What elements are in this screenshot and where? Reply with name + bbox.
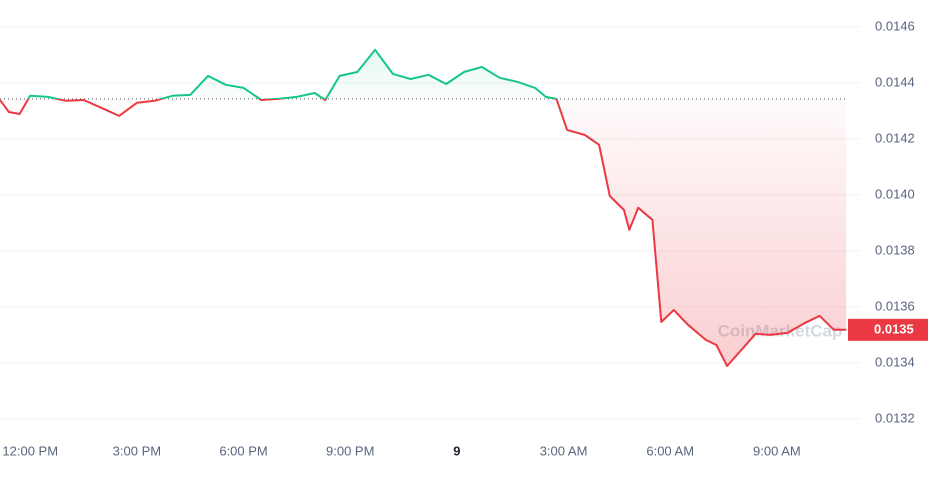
y-tick-label: 0.0144 [875, 74, 915, 89]
y-tick-label: 0.0138 [875, 242, 915, 257]
x-tick-label: 9:00 PM [326, 443, 374, 458]
y-tick-label: 0.0132 [875, 410, 915, 425]
x-tick-label: 3:00 AM [540, 443, 588, 458]
y-tick-label: 0.0142 [875, 130, 915, 145]
x-tick-label: 9:00 AM [753, 443, 801, 458]
y-tick-label: 0.0140 [875, 186, 915, 201]
x-tick-label: 6:00 PM [219, 443, 267, 458]
price-tag-label: 0.0135 [874, 321, 914, 336]
x-tick-label: 3:00 PM [113, 443, 161, 458]
y-tick-label: 0.0146 [875, 18, 915, 33]
x-tick-label: 9 [453, 443, 460, 458]
area-fill [0, 49, 847, 367]
y-tick-label: 0.0134 [875, 354, 915, 369]
y-tick-label: 0.0136 [875, 298, 915, 313]
x-tick-label: 12:00 PM [2, 443, 58, 458]
x-tick-label: 6:00 AM [646, 443, 694, 458]
price-tag [848, 318, 928, 341]
price-line [0, 48, 847, 367]
